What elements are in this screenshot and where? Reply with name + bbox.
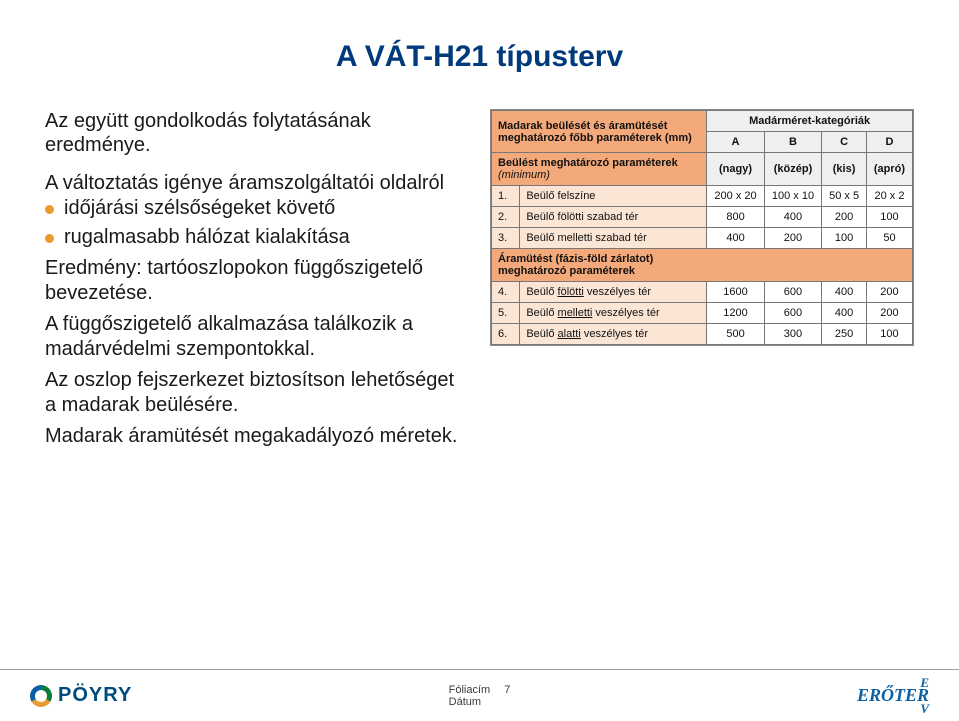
hdr-left-l2: meghatározó főbb paraméterek (mm) bbox=[498, 132, 692, 144]
left-column: Az együtt gondolkodás folytatásának ered… bbox=[45, 109, 465, 449]
cell: 100 bbox=[866, 207, 912, 228]
row-label: Beülő melletti szabad tér bbox=[520, 228, 707, 249]
footer-center: Fóliacím 7 Dátum bbox=[449, 684, 511, 708]
row-num: 3. bbox=[492, 228, 520, 249]
cat-col-c: C bbox=[822, 132, 867, 153]
cell: 400 bbox=[707, 228, 764, 249]
cell: 200 bbox=[866, 282, 912, 303]
cell: 200 bbox=[866, 303, 912, 324]
row-label: Beülő alatti veszélyes tér bbox=[520, 324, 707, 345]
cell: 300 bbox=[764, 324, 821, 345]
lead-text: Az együtt gondolkodás folytatásának ered… bbox=[45, 109, 465, 157]
footer-center-label: Fóliacím bbox=[449, 684, 491, 696]
cat-col-a: A bbox=[707, 132, 764, 153]
cell: 400 bbox=[822, 282, 867, 303]
cell: 100 bbox=[866, 324, 912, 345]
row-num: 2. bbox=[492, 207, 520, 228]
cat-label: (kis) bbox=[822, 153, 867, 186]
table-row: 4. Beülő fölötti veszélyes tér 1600 600 … bbox=[492, 282, 913, 303]
cell: 250 bbox=[822, 324, 867, 345]
cell: 1200 bbox=[707, 303, 764, 324]
cell: 50 bbox=[866, 228, 912, 249]
section2-l1: Áramütést (fázis-föld zárlatot) bbox=[498, 253, 653, 265]
paragraph: A függőszigetelő alkalmazása találkozik … bbox=[45, 312, 465, 362]
eroterv-logo: E ERŐTER V bbox=[857, 677, 929, 714]
row-num: 5. bbox=[492, 303, 520, 324]
row-num: 6. bbox=[492, 324, 520, 345]
row-label: Beülő fölötti szabad tér bbox=[520, 207, 707, 228]
cell: 50 x 5 bbox=[822, 186, 867, 207]
page-number: 7 bbox=[504, 684, 510, 696]
row-num: 1. bbox=[492, 186, 520, 207]
cat-label: (nagy) bbox=[707, 153, 764, 186]
section1-header: Beülést meghatározó paraméterek (minimum… bbox=[492, 153, 707, 186]
cat-label: (apró) bbox=[866, 153, 912, 186]
cell: 200 bbox=[764, 228, 821, 249]
cell: 1600 bbox=[707, 282, 764, 303]
cat-col-d: D bbox=[866, 132, 912, 153]
logo-left-text: PÖYRY bbox=[58, 684, 132, 707]
row-label: Beülő fölötti veszélyes tér bbox=[520, 282, 707, 303]
cell: 800 bbox=[707, 207, 764, 228]
cat-col-b: B bbox=[764, 132, 821, 153]
cell: 500 bbox=[707, 324, 764, 345]
cell: 100 bbox=[822, 228, 867, 249]
cat-label: (közép) bbox=[764, 153, 821, 186]
bullet-line: rugalmasabb hálózat kialakítása bbox=[45, 225, 465, 250]
footer-date-label: Dátum bbox=[449, 696, 511, 708]
section1-label: Beülést meghatározó paraméterek bbox=[498, 157, 678, 169]
right-column: Madarak beülését és áramütését meghatáro… bbox=[490, 109, 914, 449]
row-label: Beülő felszíne bbox=[520, 186, 707, 207]
table-row: 1. Beülő felszíne 200 x 20 100 x 10 50 x… bbox=[492, 186, 913, 207]
poyry-logo: PÖYRY bbox=[30, 684, 132, 707]
cell: 200 x 20 bbox=[707, 186, 764, 207]
row-num: 4. bbox=[492, 282, 520, 303]
logo-swirl-icon bbox=[30, 685, 52, 707]
cell: 20 x 2 bbox=[866, 186, 912, 207]
slide-footer: PÖYRY Fóliacím 7 Dátum E ERŐTER V bbox=[0, 669, 959, 721]
slide-title: A VÁT-H21 típusterv bbox=[45, 40, 914, 74]
table-row: 5. Beülő melletti veszélyes tér 1200 600… bbox=[492, 303, 913, 324]
change-intro: A változtatás igénye áramszolgáltatói ol… bbox=[45, 171, 465, 196]
cell: 400 bbox=[764, 207, 821, 228]
cell: 600 bbox=[764, 282, 821, 303]
result-text: Eredmény: tartóoszlopokon függőszigetelő… bbox=[45, 256, 465, 306]
cell: 600 bbox=[764, 303, 821, 324]
section2-header: Áramütést (fázis-föld zárlatot) meghatár… bbox=[492, 249, 913, 282]
logo-r-mid: ERŐTER bbox=[857, 688, 929, 703]
row-label: Beülő melletti veszélyes tér bbox=[520, 303, 707, 324]
cell: 100 x 10 bbox=[764, 186, 821, 207]
table-row: 2. Beülő fölötti szabad tér 800 400 200 … bbox=[492, 207, 913, 228]
parameters-table: Madarak beülését és áramütését meghatáro… bbox=[490, 109, 914, 346]
table-row: 6. Beülő alatti veszélyes tér 500 300 25… bbox=[492, 324, 913, 345]
section2-l2: meghatározó paraméterek bbox=[498, 265, 635, 277]
bullet-text: időjárási szélsőségeket követő bbox=[64, 196, 335, 221]
orange-dot-icon bbox=[45, 205, 54, 214]
table-row: 3. Beülő melletti szabad tér 400 200 100… bbox=[492, 228, 913, 249]
paragraph: Madarak áramütését megakadályozó méretek… bbox=[45, 424, 465, 449]
bullet-text: rugalmasabb hálózat kialakítása bbox=[64, 225, 350, 250]
cell: 200 bbox=[822, 207, 867, 228]
orange-dot-icon bbox=[45, 234, 54, 243]
paragraph: Az oszlop fejszerkezet biztosítson lehet… bbox=[45, 368, 465, 418]
table-header-categories: Madárméret-kategóriák bbox=[707, 111, 913, 132]
cell: 400 bbox=[822, 303, 867, 324]
bullet-line: időjárási szélsőségeket követő bbox=[45, 196, 465, 221]
hdr-left-l1: Madarak beülését és áramütését bbox=[498, 120, 667, 132]
section1-sub: (minimum) bbox=[498, 169, 550, 181]
table-header-left: Madarak beülését és áramütését meghatáro… bbox=[492, 111, 707, 153]
